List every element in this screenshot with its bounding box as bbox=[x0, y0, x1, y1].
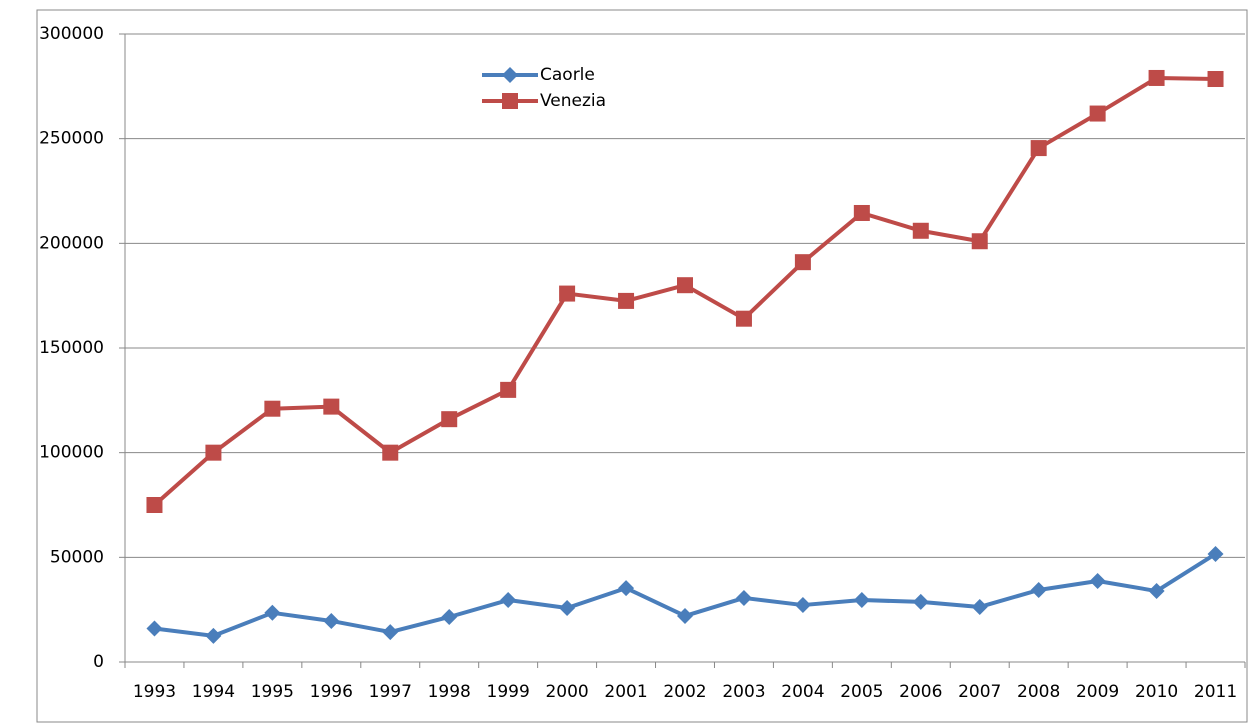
marker bbox=[794, 254, 811, 271]
marker bbox=[971, 598, 988, 615]
marker bbox=[677, 607, 693, 624]
y-tick-label: 200000 bbox=[39, 233, 104, 253]
y-tick-label: 100000 bbox=[39, 443, 104, 463]
y-tick-label: 0 bbox=[93, 652, 104, 672]
x-tick-label: 1995 bbox=[251, 682, 294, 702]
x-tick-label: 1994 bbox=[192, 682, 235, 702]
marker bbox=[146, 620, 163, 637]
marker bbox=[502, 67, 518, 83]
y-tick-label: 50000 bbox=[50, 547, 104, 567]
marker bbox=[618, 292, 635, 309]
marker bbox=[1148, 583, 1165, 600]
marker bbox=[794, 597, 811, 614]
marker bbox=[735, 310, 752, 327]
marker bbox=[618, 580, 635, 597]
marker bbox=[323, 612, 340, 629]
x-tick-label: 1996 bbox=[310, 682, 353, 702]
x-tick-label: 1997 bbox=[369, 682, 412, 702]
marker bbox=[146, 497, 163, 513]
x-tick-label: 2006 bbox=[899, 682, 942, 702]
marker bbox=[382, 444, 399, 461]
x-tick-label: 2011 bbox=[1194, 682, 1237, 702]
marker bbox=[382, 624, 399, 641]
marker bbox=[912, 593, 929, 610]
marker bbox=[1089, 105, 1106, 122]
legend-label: Venezia bbox=[540, 91, 606, 111]
marker bbox=[502, 93, 518, 109]
marker bbox=[500, 381, 517, 398]
x-tick-label: 2005 bbox=[840, 682, 883, 702]
marker bbox=[1207, 545, 1224, 562]
marker bbox=[1030, 581, 1047, 598]
marker bbox=[441, 608, 458, 625]
marker bbox=[264, 604, 281, 621]
marker bbox=[1207, 71, 1224, 88]
marker bbox=[912, 222, 929, 239]
x-tick-label: 2007 bbox=[958, 682, 1001, 702]
x-tick-label: 2004 bbox=[781, 682, 824, 702]
x-tick-label: 2008 bbox=[1017, 682, 1060, 702]
marker bbox=[205, 444, 222, 461]
marker bbox=[853, 204, 870, 221]
marker bbox=[441, 411, 458, 428]
marker bbox=[264, 400, 281, 417]
marker bbox=[677, 277, 693, 294]
marker bbox=[853, 592, 870, 609]
x-tick-label: 1993 bbox=[133, 682, 176, 702]
marker bbox=[735, 589, 752, 606]
marker bbox=[205, 627, 222, 644]
x-tick-label: 1998 bbox=[428, 682, 471, 702]
marker bbox=[1089, 572, 1106, 589]
x-tick-label: 1999 bbox=[487, 682, 530, 702]
marker bbox=[500, 592, 517, 609]
y-tick-label: 300000 bbox=[39, 24, 104, 44]
marker bbox=[323, 398, 340, 415]
x-tick-label: 2002 bbox=[663, 682, 706, 702]
marker bbox=[1148, 69, 1165, 86]
legend-label: Caorle bbox=[540, 65, 595, 85]
y-tick-label: 150000 bbox=[39, 338, 104, 358]
x-tick-label: 2001 bbox=[604, 682, 647, 702]
x-tick-label: 2003 bbox=[722, 682, 765, 702]
marker bbox=[559, 599, 576, 616]
x-tick-label: 2000 bbox=[545, 682, 588, 702]
x-tick-label: 2010 bbox=[1135, 682, 1178, 702]
marker bbox=[1030, 140, 1047, 157]
y-tick-label: 250000 bbox=[39, 129, 104, 149]
marker bbox=[971, 233, 988, 250]
marker bbox=[559, 285, 576, 302]
x-tick-label: 2009 bbox=[1076, 682, 1119, 702]
chart-border bbox=[36, 9, 1248, 723]
